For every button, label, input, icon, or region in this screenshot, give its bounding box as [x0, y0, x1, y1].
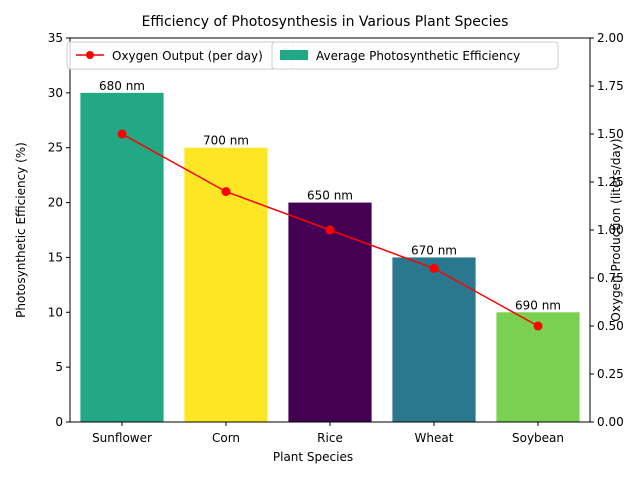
legend-bar-swatch — [280, 50, 308, 60]
x-tick-label: Wheat — [415, 431, 454, 445]
y-axis-left: 0 5 10 15 20 25 30 35 — [48, 31, 70, 429]
oxygen-point-sunflower — [117, 129, 127, 139]
bar-sunflower — [80, 92, 164, 422]
y-axis-right: 0.00 0.25 0.50 0.75 1.00 1.25 1.50 1.75 2.00 — [590, 31, 624, 429]
y-right-tick-label: 0.50 — [597, 319, 624, 333]
y-right-tick-label: 1.50 — [597, 127, 624, 141]
y-left-tick-label: 35 — [48, 31, 63, 45]
y-left-tick-label: 25 — [48, 141, 63, 155]
bar-label-wheat: 670 nm — [411, 243, 457, 257]
y-left-tick-label: 30 — [48, 86, 63, 100]
y-left-tick-label: 10 — [48, 305, 63, 319]
legend-line-marker — [86, 51, 94, 59]
bar-rice — [288, 202, 372, 422]
y-right-tick-label: 1.25 — [597, 175, 624, 189]
oxygen-point-corn — [221, 187, 231, 197]
line-layer — [117, 129, 543, 331]
y-right-tick-label: 0.25 — [597, 367, 624, 381]
y-right-tick-label: 0.75 — [597, 271, 624, 285]
x-tick-label: Sunflower — [92, 431, 152, 445]
bar-labels-layer: 680 nm 700 nm 650 nm 670 nm 690 nm — [99, 79, 561, 312]
y-axis-left-label: Photosynthetic Efficiency (%) — [14, 142, 28, 318]
y-right-tick-label: 1.00 — [597, 223, 624, 237]
x-tick-label: Rice — [317, 431, 343, 445]
x-axis-label: Plant Species — [273, 450, 353, 464]
y-left-tick-label: 15 — [48, 250, 63, 264]
legend-bar-label: Average Photosynthetic Efficiency — [316, 49, 520, 63]
bar-label-sunflower: 680 nm — [99, 79, 145, 93]
oxygen-point-rice — [325, 225, 335, 235]
legend-bar: Average Photosynthetic Efficiency — [271, 41, 559, 70]
y-right-tick-label: 2.00 — [597, 31, 624, 45]
y-right-tick-label: 1.75 — [597, 79, 624, 93]
bar-wheat — [392, 257, 476, 422]
oxygen-point-soybean — [533, 321, 543, 331]
legend-bar-frame — [271, 41, 559, 70]
bar-soybean — [496, 312, 580, 422]
bar-label-rice: 650 nm — [307, 189, 353, 203]
oxygen-point-wheat — [429, 263, 439, 273]
x-axis: Sunflower Corn Rice Wheat Soybean — [92, 422, 564, 445]
y-right-tick-label: 0.00 — [597, 415, 624, 429]
y-left-tick-label: 5 — [55, 360, 63, 374]
y-axis-right-label: Oxygen Production (liters/day) — [609, 138, 623, 321]
y-left-tick-label: 0 — [55, 415, 63, 429]
x-tick-label: Corn — [212, 431, 240, 445]
bar-label-corn: 700 nm — [203, 134, 249, 148]
chart-title: Efficiency of Photosynthesis in Various … — [142, 14, 509, 30]
legend-line-label: Oxygen Output (per day) — [112, 49, 263, 63]
legend-line: Oxygen Output (per day) — [66, 41, 294, 70]
y-left-tick-label: 20 — [48, 196, 63, 210]
bars-layer — [80, 92, 580, 422]
bar-label-soybean: 690 nm — [515, 298, 561, 312]
x-tick-label: Soybean — [512, 431, 564, 445]
